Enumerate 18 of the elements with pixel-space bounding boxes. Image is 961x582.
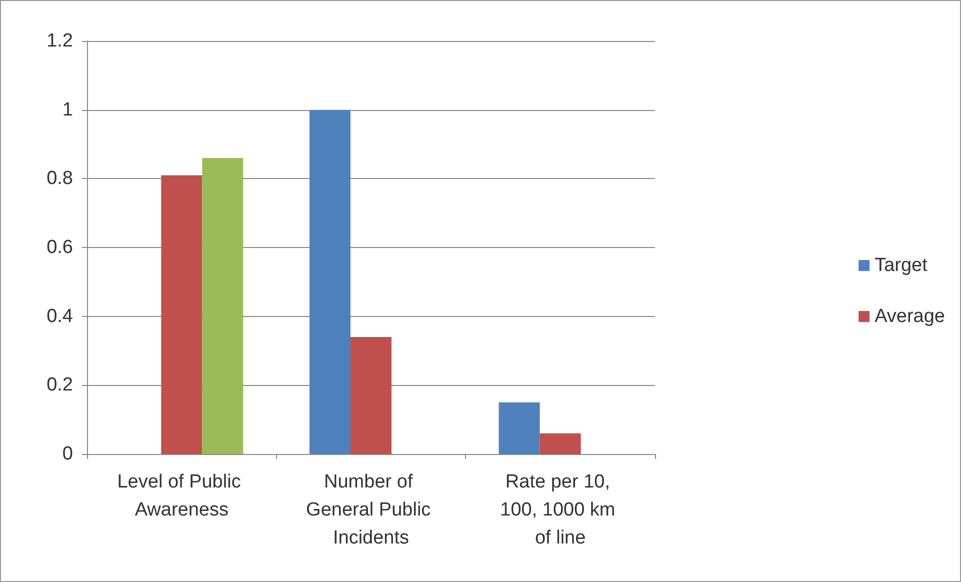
y-tick-label: 0.8 xyxy=(46,168,73,190)
bar xyxy=(309,110,350,454)
x-tick-label: Rate per 10, 100, 1000 km of line xyxy=(500,472,621,548)
legend-label: Target xyxy=(874,255,928,276)
y-tick-label: 0 xyxy=(62,444,73,464)
y-tick-label: 1 xyxy=(62,99,73,120)
y-tick-label: 0.4 xyxy=(46,306,74,327)
legend-label: Average xyxy=(874,306,946,327)
bar xyxy=(350,336,392,454)
bar xyxy=(202,158,244,454)
y-tick-label: 1.2 xyxy=(46,30,73,52)
y-tick-label: 0.6 xyxy=(46,237,73,258)
bar xyxy=(161,175,202,454)
bar xyxy=(498,402,540,454)
y-tick-label: 0.2 xyxy=(46,374,73,396)
x-tick-label: Level of Public Awareness xyxy=(117,472,246,520)
x-tick-label: Number of General Public Incidents xyxy=(306,472,436,548)
bar xyxy=(540,433,581,454)
